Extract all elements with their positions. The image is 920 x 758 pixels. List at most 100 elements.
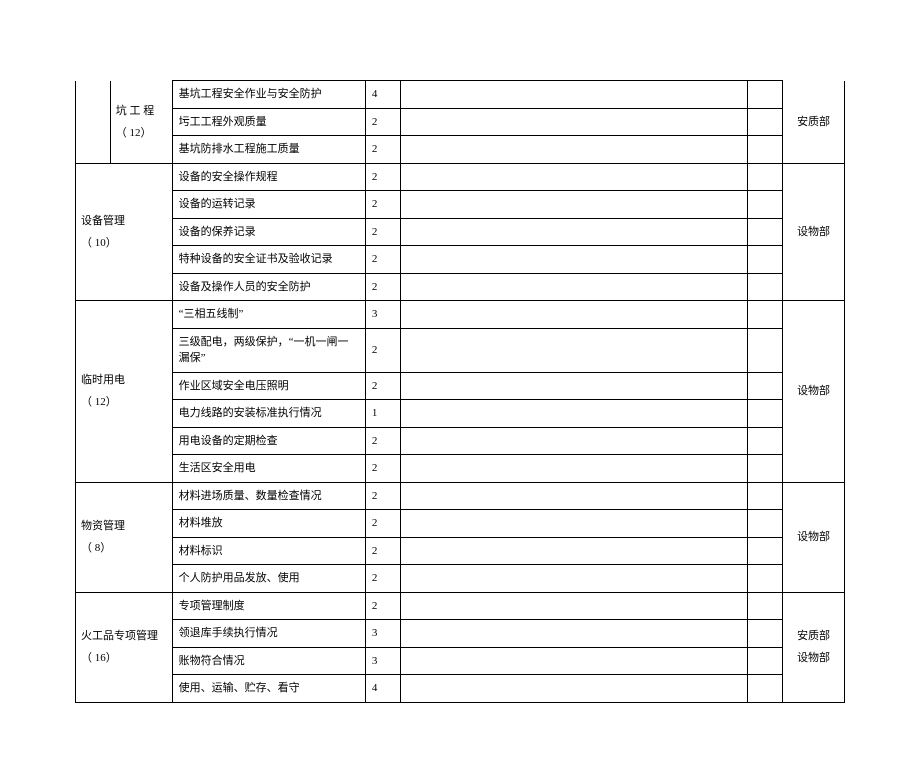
score-cell: 2	[365, 191, 400, 219]
item-cell: 三级配电，两级保护，“一机一闸一漏保”	[172, 328, 365, 372]
category-cell: 临时用电（ 12）	[76, 301, 173, 483]
blank-cell	[748, 592, 783, 620]
category-cell: 坑 工 程（ 12）	[110, 81, 172, 164]
score-cell: 2	[365, 273, 400, 301]
blank-cell	[400, 400, 748, 428]
item-cell: 个人防护用品发放、使用	[172, 565, 365, 593]
blank-cell	[400, 81, 748, 109]
score-cell: 2	[365, 592, 400, 620]
item-cell: 设备的保养记录	[172, 218, 365, 246]
blank-cell	[400, 592, 748, 620]
spacer-cell	[76, 81, 111, 164]
item-cell: 电力线路的安装标准执行情况	[172, 400, 365, 428]
blank-cell	[400, 647, 748, 675]
score-cell: 2	[365, 565, 400, 593]
score-cell: 2	[365, 482, 400, 510]
blank-cell	[748, 620, 783, 648]
item-cell: 使用、运输、贮存、看守	[172, 675, 365, 703]
item-cell: “三相五线制”	[172, 301, 365, 329]
blank-cell	[748, 675, 783, 703]
dept-cell: 安质部	[783, 81, 845, 164]
blank-cell	[400, 455, 748, 483]
score-cell: 2	[365, 108, 400, 136]
inspection-table: 坑 工 程（ 12）基坑工程安全作业与安全防护4安质部圬工工程外观质量2基坑防排…	[75, 80, 845, 703]
item-cell: 设备的运转记录	[172, 191, 365, 219]
item-cell: 用电设备的定期检查	[172, 427, 365, 455]
score-cell: 2	[365, 218, 400, 246]
score-cell: 3	[365, 647, 400, 675]
item-cell: 基坑工程安全作业与安全防护	[172, 81, 365, 109]
blank-cell	[400, 427, 748, 455]
blank-cell	[400, 565, 748, 593]
dept-cell: 设物部	[783, 163, 845, 301]
score-cell: 1	[365, 400, 400, 428]
item-cell: 生活区安全用电	[172, 455, 365, 483]
item-cell: 基坑防排水工程施工质量	[172, 136, 365, 164]
item-cell: 圬工工程外观质量	[172, 108, 365, 136]
blank-cell	[748, 565, 783, 593]
score-cell: 2	[365, 163, 400, 191]
item-cell: 领退库手续执行情况	[172, 620, 365, 648]
blank-cell	[400, 301, 748, 329]
blank-cell	[400, 163, 748, 191]
score-cell: 4	[365, 675, 400, 703]
dept-cell: 设物部	[783, 301, 845, 483]
score-cell: 2	[365, 427, 400, 455]
score-cell: 2	[365, 372, 400, 400]
blank-cell	[400, 246, 748, 274]
score-cell: 2	[365, 510, 400, 538]
dept-cell: 设物部	[783, 482, 845, 592]
score-cell: 2	[365, 246, 400, 274]
blank-cell	[748, 537, 783, 565]
blank-cell	[400, 620, 748, 648]
blank-cell	[748, 273, 783, 301]
blank-cell	[400, 328, 748, 372]
score-cell: 3	[365, 301, 400, 329]
blank-cell	[748, 218, 783, 246]
blank-cell	[400, 218, 748, 246]
blank-cell	[400, 537, 748, 565]
item-cell: 材料进场质量、数量检查情况	[172, 482, 365, 510]
score-cell: 2	[365, 328, 400, 372]
blank-cell	[400, 675, 748, 703]
blank-cell	[400, 108, 748, 136]
blank-cell	[748, 510, 783, 538]
blank-cell	[748, 400, 783, 428]
blank-cell	[400, 136, 748, 164]
blank-cell	[748, 191, 783, 219]
item-cell: 专项管理制度	[172, 592, 365, 620]
score-cell: 2	[365, 136, 400, 164]
score-cell: 2	[365, 537, 400, 565]
blank-cell	[400, 273, 748, 301]
blank-cell	[748, 455, 783, 483]
blank-cell	[748, 372, 783, 400]
score-cell: 4	[365, 81, 400, 109]
blank-cell	[748, 647, 783, 675]
item-cell: 材料标识	[172, 537, 365, 565]
item-cell: 设备的安全操作规程	[172, 163, 365, 191]
category-cell: 物资管理（ 8）	[76, 482, 173, 592]
blank-cell	[748, 136, 783, 164]
blank-cell	[748, 427, 783, 455]
blank-cell	[748, 108, 783, 136]
item-cell: 账物符合情况	[172, 647, 365, 675]
item-cell: 设备及操作人员的安全防护	[172, 273, 365, 301]
blank-cell	[748, 301, 783, 329]
blank-cell	[748, 246, 783, 274]
item-cell: 特种设备的安全证书及验收记录	[172, 246, 365, 274]
blank-cell	[400, 510, 748, 538]
score-cell: 2	[365, 455, 400, 483]
blank-cell	[400, 372, 748, 400]
blank-cell	[748, 81, 783, 109]
blank-cell	[748, 328, 783, 372]
blank-cell	[400, 482, 748, 510]
blank-cell	[748, 482, 783, 510]
blank-cell	[400, 191, 748, 219]
blank-cell	[748, 163, 783, 191]
category-cell: 火工品专项管理（ 16）	[76, 592, 173, 702]
item-cell: 材料堆放	[172, 510, 365, 538]
category-cell: 设备管理（ 10）	[76, 163, 173, 301]
score-cell: 3	[365, 620, 400, 648]
item-cell: 作业区域安全电压照明	[172, 372, 365, 400]
dept-cell: 安质部设物部	[783, 592, 845, 702]
